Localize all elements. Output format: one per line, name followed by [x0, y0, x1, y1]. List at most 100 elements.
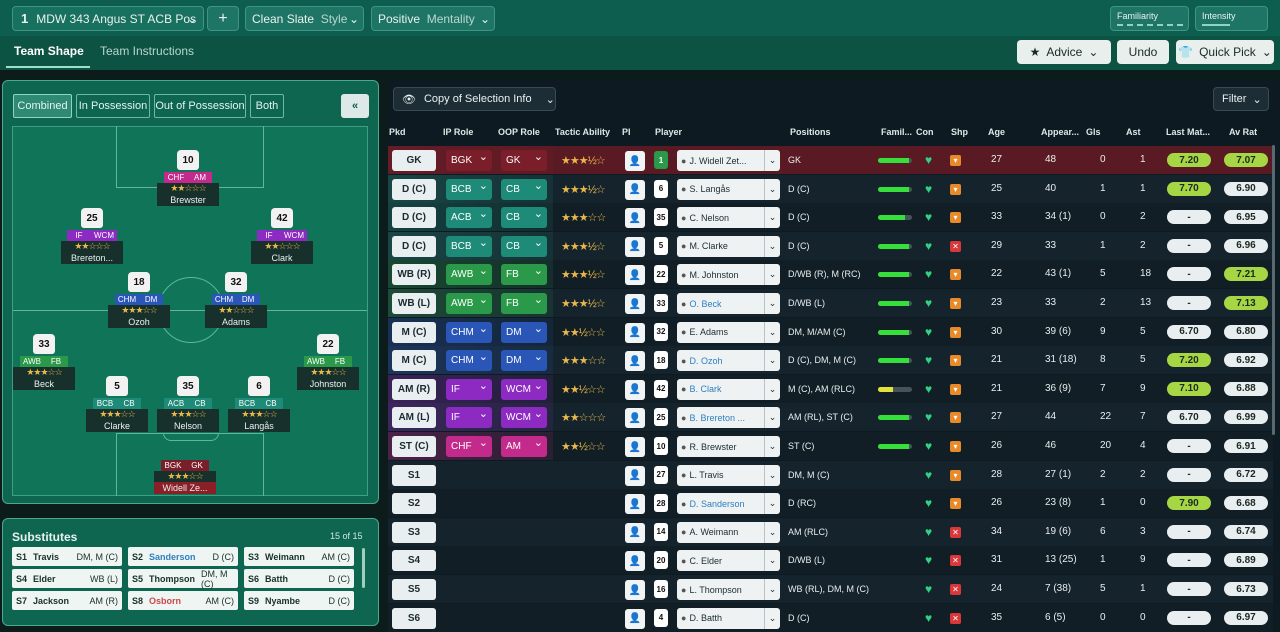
column-header[interactable]: Av Rat [1229, 127, 1258, 137]
player-selector[interactable]: ● M. Clarke ⌄ [677, 235, 780, 257]
substitute-item[interactable]: S3 Weimann AM (C) [244, 547, 354, 566]
picked-position-button[interactable]: S4 [392, 550, 436, 572]
ip-role-dropdown[interactable]: AWB [446, 293, 492, 314]
column-header[interactable]: Age [988, 127, 1006, 137]
pitch-player[interactable]: 6 BCB CB ★★★☆☆ Langås [228, 376, 290, 432]
undo-button[interactable]: Undo [1117, 40, 1169, 64]
picked-position-button[interactable]: M (C) [392, 350, 436, 372]
column-header[interactable]: Player [655, 127, 683, 137]
pitch-player[interactable]: 32 CHM DM ★★☆☆☆ Adams [205, 272, 267, 328]
copy-selection-info-button[interactable]: 👁 Copy of Selection Info ⌄ [393, 87, 556, 111]
pitch-player[interactable]: 25 IF WCM ★★☆☆☆ Brereton... [61, 208, 123, 264]
picked-position-button[interactable]: GK [392, 150, 436, 171]
pitch-player[interactable]: 22 AWB FB ★★★☆☆ Johnston [297, 334, 359, 390]
filter-button[interactable]: Filter ⌄ [1213, 87, 1269, 111]
player-selector[interactable]: ● C. Elder ⌄ [677, 550, 780, 572]
substitute-item[interactable]: S2 Sanderson D (C) [128, 547, 238, 566]
table-scrollbar[interactable] [1272, 145, 1275, 435]
player-selector[interactable]: ● J. Widell Zet... ⌄ [677, 150, 780, 171]
filter-both[interactable]: Both [250, 94, 284, 118]
substitute-item[interactable]: S7 Jackson AM (R) [12, 591, 122, 610]
substitute-item[interactable]: S6 Batth D (C) [244, 569, 354, 588]
table-row[interactable] [388, 546, 1273, 575]
player-instructions-icon[interactable]: 👤 [625, 379, 645, 400]
player-selector[interactable]: ● S. Langås ⌄ [677, 178, 780, 200]
quick-pick-button[interactable]: 👕 Quick Pick ⌄ [1176, 40, 1274, 64]
player-instructions-icon[interactable]: 👤 [625, 179, 645, 200]
column-header[interactable]: Ast [1126, 127, 1141, 137]
ip-role-dropdown[interactable]: CHM [446, 350, 492, 372]
ip-role-dropdown[interactable]: BCB [446, 235, 492, 257]
substitute-item[interactable]: S1 Travis DM, M (C) [12, 547, 122, 566]
ip-role-dropdown[interactable]: IF [446, 378, 492, 400]
table-row[interactable] [388, 603, 1273, 632]
player-instructions-icon[interactable]: 👤 [625, 294, 645, 314]
player-instructions-icon[interactable]: 👤 [625, 208, 645, 229]
player-selector[interactable]: ● O. Beck ⌄ [677, 293, 780, 314]
table-row[interactable] [388, 575, 1273, 603]
picked-position-button[interactable]: M (C) [392, 321, 436, 343]
player-instructions-icon[interactable]: 👤 [625, 236, 645, 257]
pitch-player[interactable]: 5 BCB CB ★★★☆☆ Clarke [86, 376, 148, 432]
ip-role-dropdown[interactable]: BGK [446, 150, 492, 171]
picked-position-button[interactable]: D (C) [392, 207, 436, 229]
picked-position-button[interactable]: S6 [392, 607, 436, 629]
oop-role-dropdown[interactable]: FB [501, 293, 547, 314]
player-selector[interactable]: ● L. Thompson ⌄ [677, 579, 780, 600]
player-instructions-icon[interactable]: 👤 [625, 608, 645, 629]
oop-role-dropdown[interactable]: WCM [501, 407, 547, 429]
player-selector[interactable]: ● B. Clark ⌄ [677, 378, 780, 400]
ip-role-dropdown[interactable]: CHM [446, 321, 492, 343]
picked-position-button[interactable]: S2 [392, 493, 436, 515]
oop-role-dropdown[interactable]: CB [501, 235, 547, 257]
picked-position-button[interactable]: AM (L) [392, 407, 436, 429]
pitch-player[interactable]: 18 CHM DM ★★★☆☆ Ozoh [108, 272, 170, 328]
pitch-player[interactable]: 33 AWB FB ★★★☆☆ Beck [13, 334, 75, 390]
column-header[interactable]: Shp [951, 127, 968, 137]
column-header[interactable]: Famil... [881, 127, 913, 137]
pitch-player[interactable]: 42 IF WCM ★★☆☆☆ Clark [251, 208, 313, 264]
player-instructions-icon[interactable]: 👤 [625, 351, 645, 372]
picked-position-button[interactable]: D (C) [392, 178, 436, 200]
column-header[interactable]: Positions [790, 127, 831, 137]
player-selector[interactable]: ● D. Ozoh ⌄ [677, 350, 780, 372]
picked-position-button[interactable]: S1 [392, 464, 436, 486]
column-header[interactable]: PI [622, 127, 631, 137]
player-instructions-icon[interactable]: 👤 [625, 580, 645, 600]
player-selector[interactable]: ● D. Batth ⌄ [677, 607, 780, 629]
style-dropdown[interactable]: Clean Slate Style ⌄ [245, 6, 364, 31]
table-row[interactable] [388, 517, 1273, 546]
oop-role-dropdown[interactable]: WCM [501, 378, 547, 400]
column-header[interactable]: Gls [1086, 127, 1101, 137]
oop-role-dropdown[interactable]: FB [501, 264, 547, 286]
player-selector[interactable]: ● M. Johnston ⌄ [677, 264, 780, 286]
pitch-player[interactable]: 10 CHF AM ★★☆☆☆ Brewster [157, 150, 219, 206]
table-row[interactable] [388, 460, 1273, 489]
tab-team-shape[interactable]: Team Shape [14, 44, 84, 58]
column-header[interactable]: Last Mat... [1166, 127, 1211, 137]
table-row[interactable] [388, 489, 1273, 518]
player-instructions-icon[interactable]: 👤 [625, 265, 645, 286]
intensity-meter[interactable]: Intensity [1195, 6, 1268, 31]
player-selector[interactable]: ● D. Sanderson ⌄ [677, 493, 780, 515]
player-selector[interactable]: ● C. Nelson ⌄ [677, 207, 780, 229]
ip-role-dropdown[interactable]: BCB [446, 178, 492, 200]
oop-role-dropdown[interactable]: CB [501, 178, 547, 200]
player-selector[interactable]: ● E. Adams ⌄ [677, 321, 780, 343]
player-instructions-icon[interactable]: 👤 [625, 465, 645, 486]
pitch-player[interactable]: BGK GK ★★★☆☆ Widell Ze... [154, 458, 216, 494]
picked-position-button[interactable]: ST (C) [392, 436, 436, 457]
filter-out-of-possession[interactable]: Out of Possession [154, 94, 246, 118]
player-selector[interactable]: ● A. Weimann ⌄ [677, 521, 780, 543]
tactic-selector[interactable]: 1 MDW 343 Angus ST ACB Pos ⌄ [12, 6, 204, 31]
player-selector[interactable]: ● L. Travis ⌄ [677, 464, 780, 486]
substitute-item[interactable]: S9 Nyambe D (C) [244, 591, 354, 610]
column-header[interactable]: OOP Role [498, 127, 540, 137]
advice-button[interactable]: ★ Advice ⌄ [1017, 40, 1111, 64]
player-instructions-icon[interactable]: 👤 [625, 322, 645, 343]
oop-role-dropdown[interactable]: GK [501, 150, 547, 171]
collapse-button[interactable]: « [341, 94, 369, 118]
ip-role-dropdown[interactable]: CHF [446, 436, 492, 457]
player-instructions-icon[interactable]: 👤 [625, 522, 645, 543]
tab-team-instructions[interactable]: Team Instructions [100, 44, 195, 58]
